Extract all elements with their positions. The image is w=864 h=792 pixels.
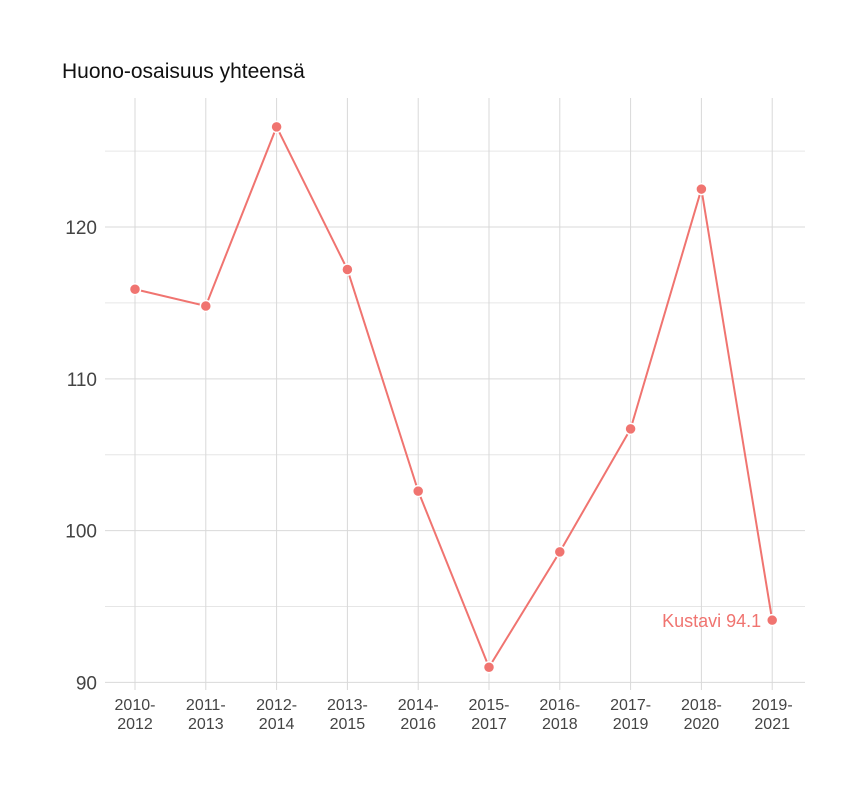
x-tick-label: 2018-2020 (681, 697, 722, 733)
y-tick-label: 120 (65, 218, 97, 239)
data-point (270, 120, 283, 134)
data-point (624, 422, 637, 436)
data-point (199, 299, 213, 313)
end-label: Kustavi 94.1 (662, 611, 761, 631)
x-tick-label: 2011-2013 (186, 697, 226, 733)
data-point (341, 263, 354, 276)
x-tick-label: 2014-2016 (398, 697, 439, 733)
x-tick-label: 2017-2019 (610, 697, 651, 733)
series-line (134, 124, 774, 670)
data-point (695, 182, 708, 196)
y-axis-ticks: 90 100 110 120 (65, 218, 97, 694)
y-tick-label: 110 (67, 370, 97, 391)
grid (105, 98, 805, 690)
y-tick-label: 100 (65, 522, 97, 543)
series-kustavi (128, 120, 779, 674)
data-point (553, 545, 567, 559)
x-axis-ticks: 2010-2012 2011-2013 2012-2014 2013-2015 2014… (115, 697, 793, 733)
x-tick-label: 2013-2015 (327, 697, 368, 733)
data-point (411, 484, 425, 498)
data-point (482, 660, 496, 674)
x-tick-label: 2015-2017 (469, 697, 510, 733)
x-tick-label: 2010-2012 (115, 697, 156, 733)
data-point (765, 613, 779, 627)
data-point (128, 283, 142, 296)
chart-title: Huono-osaisuus yhteensä (62, 60, 305, 83)
x-tick-label: 2019-2021 (752, 697, 793, 733)
x-tick-label: 2016-2018 (539, 697, 580, 733)
y-tick-label: 90 (76, 673, 97, 694)
x-tick-label: 2012-2014 (256, 697, 297, 733)
